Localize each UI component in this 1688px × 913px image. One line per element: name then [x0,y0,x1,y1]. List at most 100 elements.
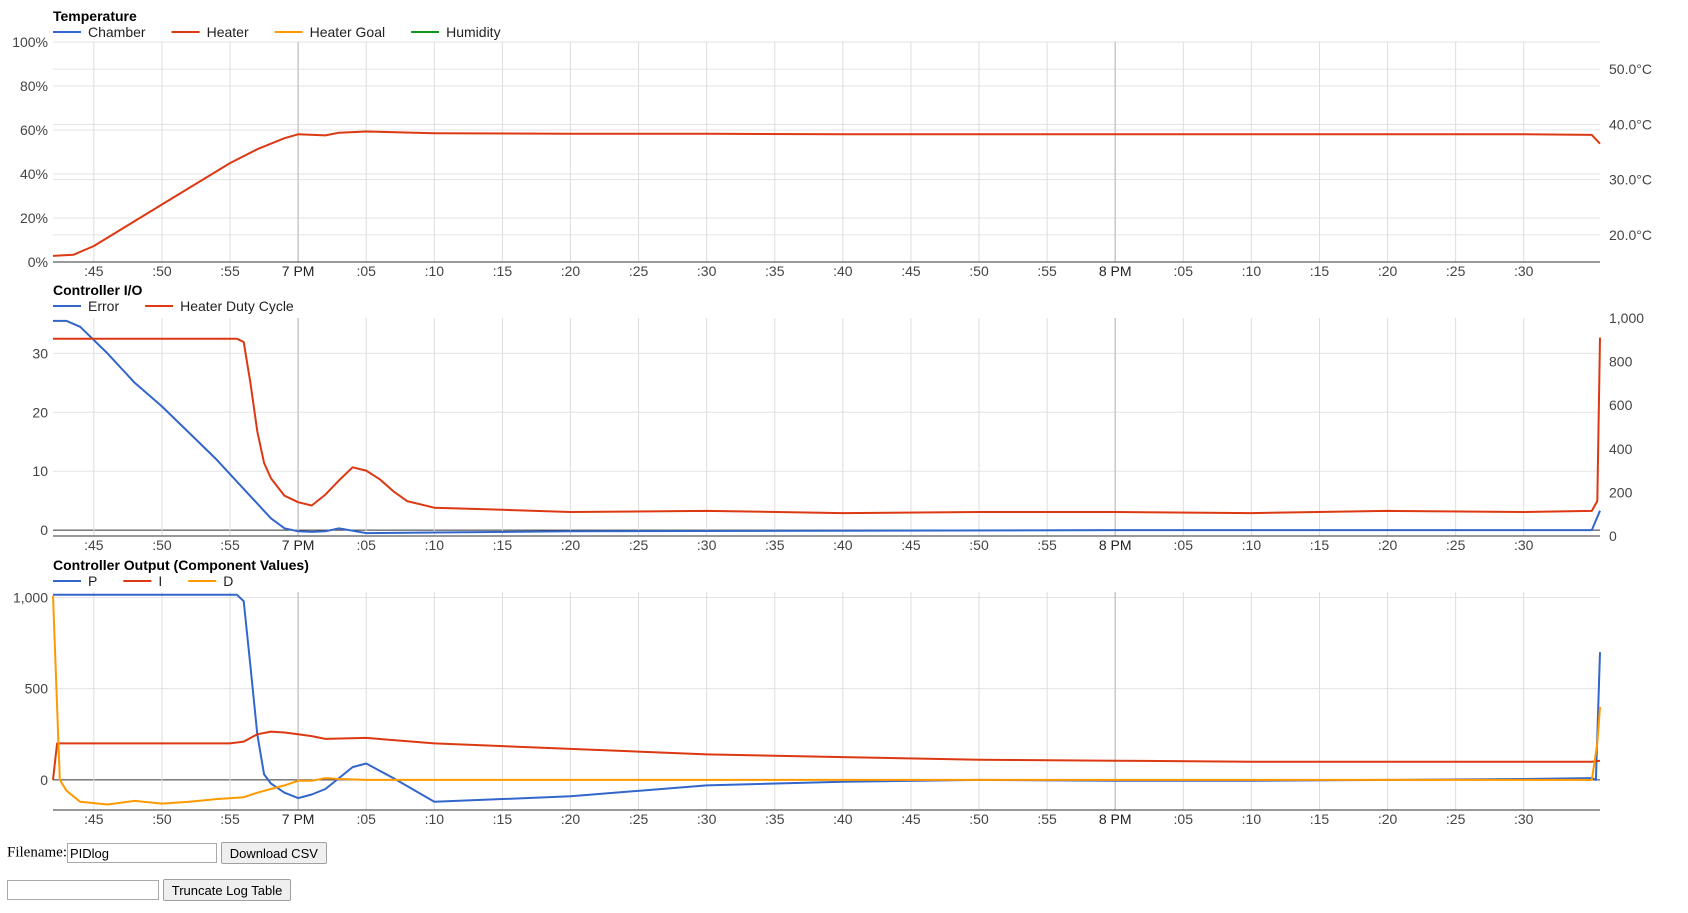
legend-entry: P [53,573,97,589]
x-tick-label: :30 [697,811,717,827]
truncate-input[interactable] [7,880,159,900]
x-tick-label: :45 [901,537,921,553]
legend-label: I [158,573,162,589]
legend-label: Heater Duty Cycle [180,298,294,314]
x-tick-label: :50 [152,537,172,553]
x-tick-label: :35 [765,811,785,827]
legend-entry: Humidity [411,24,501,40]
download-csv-button[interactable]: Download CSV [220,842,327,864]
x-tick-label: :35 [765,263,785,279]
legend-entry: Chamber [53,24,146,40]
chart-title: Controller I/O [53,282,143,298]
x-tick-label: :45 [901,811,921,827]
x-tick-label: :15 [493,263,513,279]
series-line-heater-duty-cycle [53,337,1601,515]
x-tick-label: :30 [1514,537,1534,553]
x-tick-label: :20 [561,537,581,553]
x-tick-label: :05 [356,811,376,827]
y-tick-label: 20% [20,210,48,226]
truncate-log-button[interactable]: Truncate Log Table [162,879,292,901]
filename-input[interactable] [67,843,217,863]
y-tick-label: 0 [40,522,48,538]
y-tick-label: 500 [25,681,49,697]
x-tick-label: :55 [220,537,240,553]
x-tick-label: :10 [425,263,445,279]
legend-entry: D [188,573,233,589]
x-tick-label: :25 [629,811,649,827]
y-tick-label: 0 [40,772,48,788]
y2-tick-label: 400 [1609,441,1633,457]
x-tick-label: :30 [697,537,717,553]
x-tick-label: :55 [1037,811,1057,827]
x-tick-label: :55 [220,263,240,279]
x-tick-label: :45 [901,263,921,279]
legend-label: Humidity [446,24,500,40]
x-tick-label: :45 [84,263,104,279]
x-tick-label: :25 [629,263,649,279]
y-tick-label: 1,000 [13,589,48,605]
x-tick-label: :10 [1242,537,1262,553]
x-tick-label: :35 [765,537,785,553]
x-tick-label: :05 [356,537,376,553]
x-tick-label: :50 [969,811,989,827]
legend-label: Heater Goal [310,24,385,40]
chart-title: Controller Output (Component Values) [53,557,309,573]
truncate-row: Truncate Log Table [7,879,292,901]
x-tick-label: :40 [833,263,853,279]
x-tick-label: :50 [969,537,989,553]
x-tick-label: :40 [833,811,853,827]
x-tick-label: :55 [1037,263,1057,279]
x-tick-label: 7 PM [282,811,315,827]
series-line-error [53,319,1601,535]
y-tick-label: 60% [20,122,48,138]
y-tick-label: 20 [32,404,48,420]
legend-label: Heater [207,24,249,40]
y-tick-label: 100% [12,34,48,50]
x-tick-label: :20 [561,263,581,279]
x-tick-label: :20 [561,811,581,827]
x-tick-label: 8 PM [1099,263,1132,279]
x-tick-label: :10 [425,537,445,553]
y-tick-label: 80% [20,78,48,94]
x-tick-label: :30 [1514,811,1534,827]
x-tick-label: :25 [1446,811,1466,827]
y-tick-label: 10 [32,463,48,479]
x-tick-label: :50 [152,811,172,827]
y2-tick-label: 200 [1609,484,1633,500]
x-tick-label: :25 [629,537,649,553]
x-tick-label: :15 [1310,263,1330,279]
y2-tick-label: 1,000 [1609,310,1644,326]
chart-panel-3: Controller Output (Component Values)P I D 1… [13,557,1601,827]
x-tick-label: 8 PM [1099,811,1132,827]
legend-label: P [88,573,97,589]
y2-tick-label: 0 [1609,528,1617,544]
x-tick-label: :15 [1310,811,1330,827]
y2-tick-label: 600 [1609,397,1633,413]
x-tick-label: :05 [1174,811,1194,827]
y2-tick-label: 20.0°C [1609,227,1652,243]
x-tick-label: :20 [1378,811,1398,827]
x-tick-label: :25 [1446,263,1466,279]
x-tick-label: :10 [1242,811,1262,827]
x-tick-label: :15 [493,537,513,553]
x-tick-label: :05 [356,263,376,279]
x-tick-label: :15 [1310,537,1330,553]
x-tick-label: :30 [697,263,717,279]
x-tick-label: :50 [152,263,172,279]
filename-row: Filename: Download CSV [7,842,327,864]
legend-entry: Error [53,298,119,314]
y2-tick-label: 40.0°C [1609,116,1652,132]
x-tick-label: :20 [1378,537,1398,553]
series-line-i [52,730,1601,781]
x-tick-label: 7 PM [282,263,315,279]
y-tick-label: 0% [28,254,48,270]
series-line-heater [52,130,1601,257]
legend-entry: I [123,573,162,589]
x-tick-label: :25 [1446,537,1466,553]
x-tick-label: :55 [220,811,240,827]
y2-tick-label: 30.0°C [1609,172,1652,188]
chart-title: Temperature [53,8,137,24]
